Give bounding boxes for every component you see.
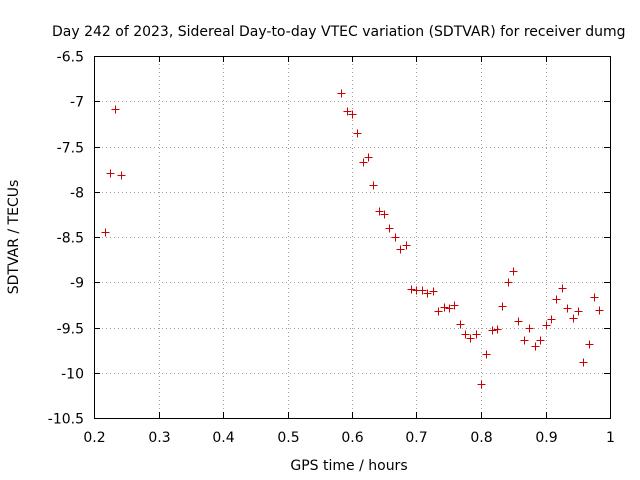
data-point <box>525 324 534 333</box>
data-point <box>434 307 443 316</box>
data-point <box>348 110 357 119</box>
y-tick-label: -9.5 <box>57 322 84 338</box>
data-point <box>536 336 545 345</box>
data-point <box>445 304 454 313</box>
data-point <box>579 358 588 367</box>
x-tick-label: 0.5 <box>277 430 299 446</box>
data-point <box>590 293 599 302</box>
data-point <box>101 228 110 237</box>
x-tick-label: 0.6 <box>341 430 363 446</box>
data-point <box>569 314 578 323</box>
data-point <box>493 325 502 334</box>
y-tick-label: -10 <box>61 367 84 383</box>
data-point <box>488 326 497 335</box>
data-point <box>423 289 432 298</box>
data-point <box>385 224 394 233</box>
y-tick-label: -6.5 <box>57 50 84 66</box>
data-point <box>353 129 362 138</box>
x-tick-label: 0.9 <box>535 430 557 446</box>
data-point <box>498 302 507 311</box>
data-point <box>369 181 378 190</box>
data-point <box>343 107 352 116</box>
plot-frame <box>94 56 611 419</box>
y-tick-label: -8.5 <box>57 231 84 247</box>
data-point <box>466 334 475 343</box>
data-point <box>482 350 491 359</box>
data-point <box>595 306 604 315</box>
y-axis-label: SDTVAR / TECUs <box>6 180 22 295</box>
y-tick-label: -9 <box>70 276 84 292</box>
data-point <box>364 153 373 162</box>
data-point <box>520 336 529 345</box>
chart-title: Day 242 of 2023, Sidereal Day-to-day VTE… <box>52 24 626 40</box>
y-tick-label: -8 <box>70 186 84 202</box>
x-tick-label: 1 <box>606 430 615 446</box>
data-point <box>585 340 594 349</box>
y-tick-label: -7.5 <box>57 141 84 157</box>
data-point <box>477 380 486 389</box>
data-point <box>450 301 459 310</box>
y-tick-label: -7 <box>70 95 84 111</box>
data-point <box>574 307 583 316</box>
data-point <box>456 320 465 329</box>
data-point <box>509 267 518 276</box>
data-point <box>563 304 572 313</box>
data-point <box>461 330 470 339</box>
data-point <box>514 317 523 326</box>
x-tick-label: 0.3 <box>148 430 170 446</box>
data-point <box>418 286 427 295</box>
data-point <box>552 295 561 304</box>
data-point <box>547 315 556 324</box>
data-point <box>542 321 551 330</box>
x-tick-label: 0.2 <box>83 430 105 446</box>
data-point <box>504 278 513 287</box>
data-point <box>558 284 567 293</box>
y-tick-label: -10.5 <box>48 412 84 428</box>
data-point <box>531 342 540 351</box>
data-point <box>375 207 384 216</box>
data-point <box>402 241 411 250</box>
x-tick-label: 0.7 <box>405 430 427 446</box>
data-point <box>472 330 481 339</box>
data-point <box>407 285 416 294</box>
axes: -10.5 -10 -9.5 -9 -8.5 -8 -7.5 -7 -6.5 0.2 0.3 0.4 0… <box>48 50 615 447</box>
data-point <box>380 210 389 219</box>
data-point <box>117 171 126 180</box>
x-axis-label: GPS time / hours <box>290 458 407 474</box>
data-point <box>106 169 115 178</box>
data-point <box>337 89 346 98</box>
data-point <box>440 303 449 312</box>
data-points <box>101 89 604 389</box>
x-tick-label: 0.8 <box>470 430 492 446</box>
data-point <box>396 245 405 254</box>
data-point <box>359 158 368 167</box>
data-point <box>111 105 120 114</box>
x-tick-label: 0.4 <box>212 430 234 446</box>
data-point <box>429 287 438 296</box>
data-point <box>391 233 400 242</box>
